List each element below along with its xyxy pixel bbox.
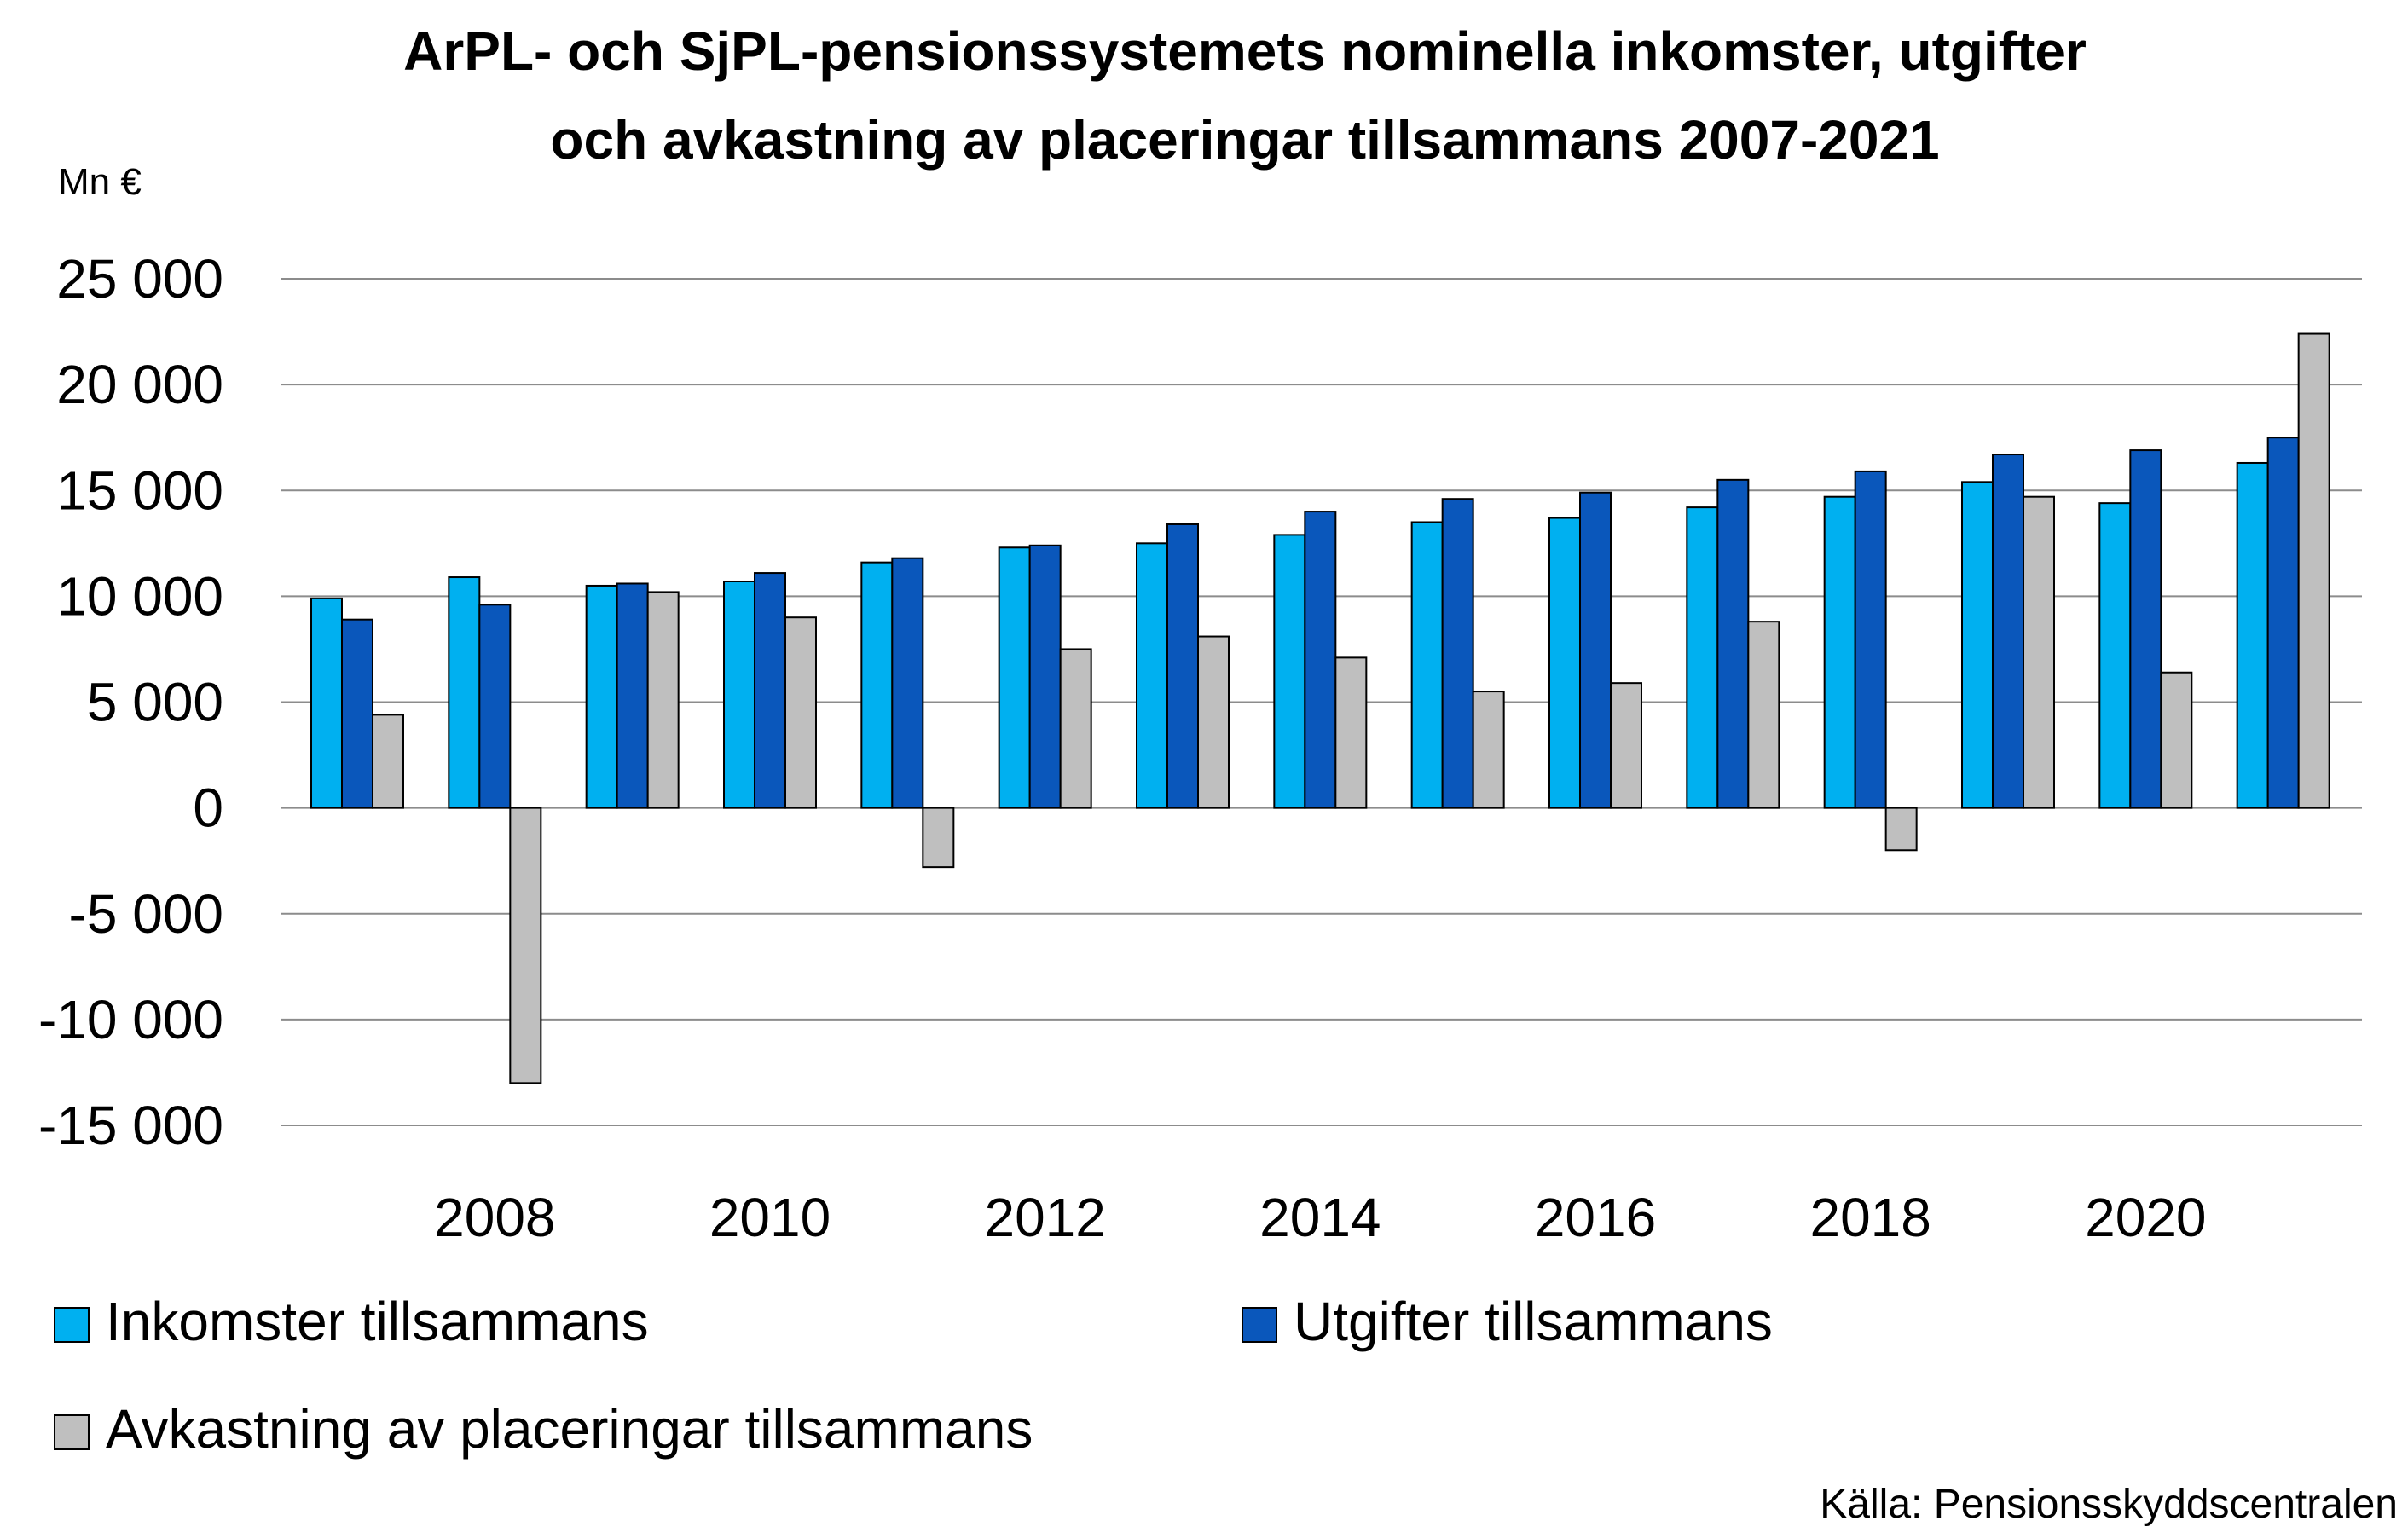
bar-inkomster-2013 xyxy=(1136,542,1168,809)
bar-inkomster-2016 xyxy=(1548,517,1581,809)
y-unit-label: Mn € xyxy=(58,161,142,203)
bar-avkastning-2011 xyxy=(922,807,955,869)
bar-avkastning-2014 xyxy=(1334,656,1368,809)
bar-avkastning-2013 xyxy=(1197,635,1230,809)
y-tick-label: 0 xyxy=(193,778,223,839)
bar-utgifter-2018 xyxy=(1854,470,1887,809)
bar-avkastning-2009 xyxy=(646,591,680,809)
x-tick-label: 2014 xyxy=(1259,1187,1381,1248)
y-tick-label: 25 000 xyxy=(56,248,223,309)
bar-utgifter-2014 xyxy=(1304,511,1337,809)
bar-inkomster-2007 xyxy=(310,597,343,809)
bar-utgifter-2021 xyxy=(2266,437,2300,809)
legend: Inkomster tillsammans Utgifter tillsamman… xyxy=(54,1291,1773,1460)
bar-utgifter-2019 xyxy=(1992,454,2024,809)
bar-inkomster-2017 xyxy=(1686,506,1719,809)
y-tick-label: -15 000 xyxy=(38,1095,223,1156)
bar-utgifter-2013 xyxy=(1166,523,1199,809)
y-tick-label: 5 000 xyxy=(87,672,223,733)
bar-inkomster-2019 xyxy=(1961,481,1994,809)
bar-utgifter-2020 xyxy=(2129,449,2162,809)
y-tick-label: 10 000 xyxy=(56,565,223,627)
x-tick-label: 2018 xyxy=(1809,1187,1930,1248)
bar-inkomster-2010 xyxy=(723,580,755,809)
x-axis-ticks: 2008 2010 2012 2014 2016 2018 2020 xyxy=(434,1187,2206,1248)
bar-utgifter-2007 xyxy=(341,618,373,809)
bar-avkastning-2016 xyxy=(1610,682,1642,809)
bar-utgifter-2008 xyxy=(478,604,512,809)
x-tick-label: 2016 xyxy=(1535,1187,1656,1248)
x-tick-label: 2008 xyxy=(434,1187,555,1248)
legend-swatch xyxy=(54,1307,90,1343)
legend-label: Utgifter tillsammans xyxy=(1294,1291,1773,1352)
bar-inkomster-2015 xyxy=(1410,521,1444,809)
bar-utgifter-2016 xyxy=(1579,491,1612,809)
title-line-2: och avkastning av placeringar tillsamman… xyxy=(550,109,1939,171)
y-tick-label: -10 000 xyxy=(38,989,223,1050)
chart-title: ArPL- och SjPL-pensionssystemets nominel… xyxy=(403,20,2087,171)
bar-utgifter-2015 xyxy=(1441,498,1474,809)
bar-avkastning-2012 xyxy=(1059,648,1092,809)
bar-utgifter-2017 xyxy=(1716,478,1750,809)
x-tick-label: 2012 xyxy=(984,1187,1105,1248)
bar-avkastning-2020 xyxy=(2160,671,2193,809)
legend-label: Avkastning av placeringar tillsammans xyxy=(106,1398,1033,1460)
legend-label: Inkomster tillsammans xyxy=(106,1291,649,1352)
bars xyxy=(310,332,2330,1084)
source-note: Källa: Pensionsskyddscentralen xyxy=(1820,1482,2398,1527)
x-tick-label: 2020 xyxy=(2085,1187,2206,1248)
bar-utgifter-2012 xyxy=(1028,544,1062,809)
bar-avkastning-2015 xyxy=(1472,691,1505,809)
y-axis-ticks: 25 000 20 000 15 000 10 000 5 000 0 -5 000 -10 … xyxy=(38,248,223,1156)
bar-utgifter-2009 xyxy=(616,582,649,809)
bar-avkastning-2018 xyxy=(1884,807,1918,852)
bar-inkomster-2020 xyxy=(2098,502,2132,809)
bar-avkastning-2008 xyxy=(509,807,542,1084)
bar-utgifter-2011 xyxy=(891,557,924,809)
bar-inkomster-2011 xyxy=(860,561,894,809)
y-tick-label: 20 000 xyxy=(56,354,223,415)
bar-avkastning-2010 xyxy=(784,616,817,809)
y-tick-label: -5 000 xyxy=(69,883,223,945)
bar-inkomster-2009 xyxy=(585,584,618,809)
legend-swatch xyxy=(1242,1307,1277,1343)
bar-avkastning-2021 xyxy=(2297,332,2330,809)
bar-avkastning-2017 xyxy=(1747,621,1780,809)
bar-avkastning-2007 xyxy=(372,714,404,809)
bar-inkomster-2012 xyxy=(998,546,1031,809)
legend-swatch xyxy=(54,1414,90,1450)
bar-inkomster-2018 xyxy=(1823,495,1856,809)
bar-inkomster-2021 xyxy=(2236,461,2269,809)
bar-inkomster-2008 xyxy=(448,576,481,809)
x-tick-label: 2010 xyxy=(709,1187,831,1248)
bar-inkomster-2014 xyxy=(1273,534,1306,809)
title-line-1: ArPL- och SjPL-pensionssystemets nominel… xyxy=(403,20,2087,82)
y-tick-label: 15 000 xyxy=(56,460,223,521)
bar-avkastning-2019 xyxy=(2023,495,2055,809)
bar-utgifter-2010 xyxy=(754,572,786,809)
